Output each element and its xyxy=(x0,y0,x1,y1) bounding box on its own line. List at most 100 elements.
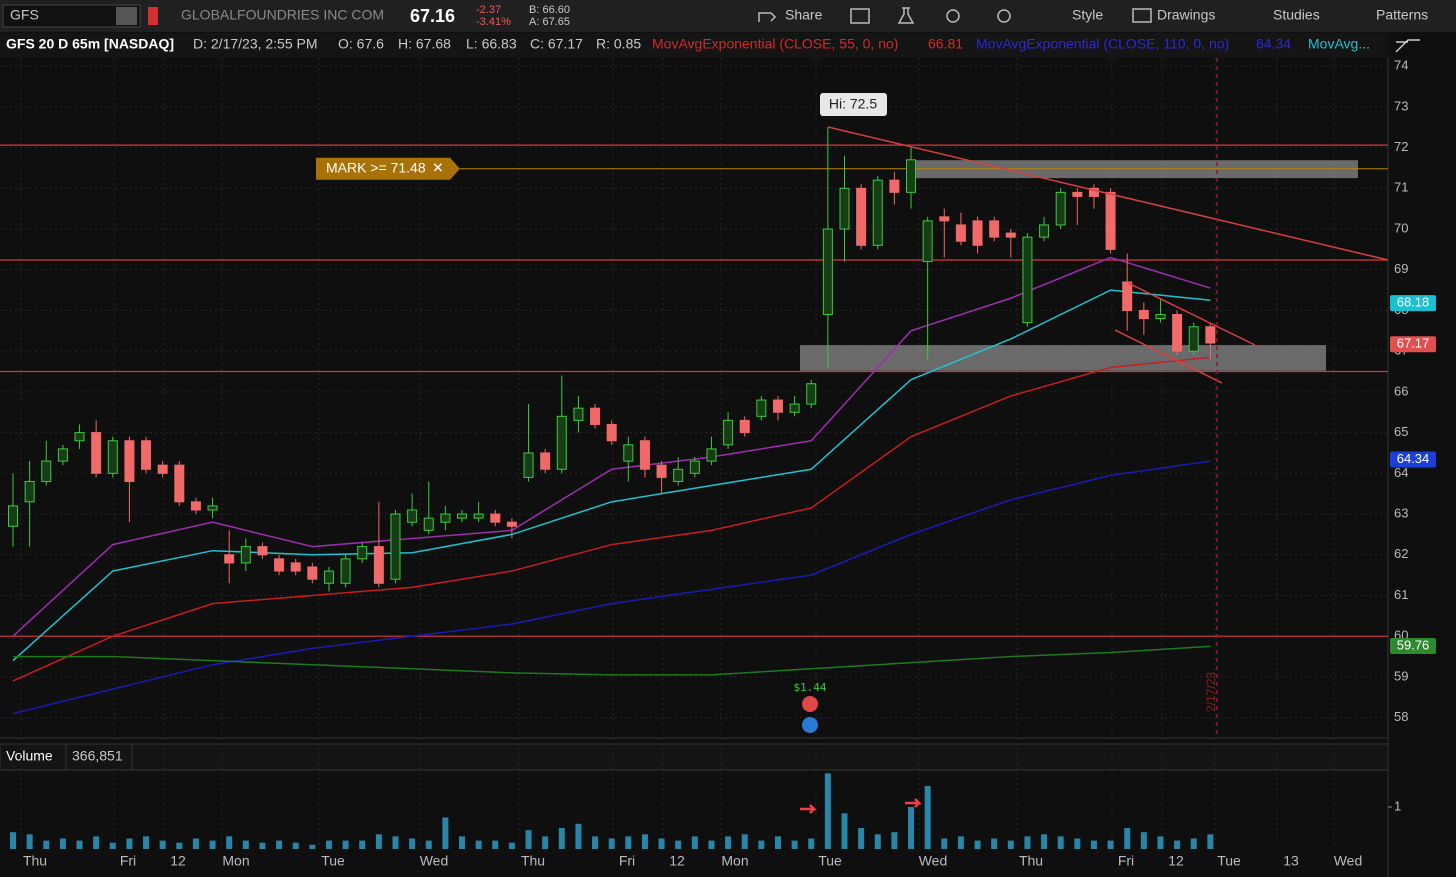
volume-header xyxy=(0,743,1389,771)
moving-average xyxy=(12,289,1211,662)
volume-bar xyxy=(575,823,582,849)
volume-bar xyxy=(924,785,931,849)
candle-body xyxy=(839,187,850,230)
candle-body xyxy=(1122,281,1133,311)
icon[interactable] xyxy=(850,8,870,24)
volume-bar xyxy=(176,842,183,849)
volume-bar xyxy=(492,840,499,849)
x-tick-label: Tue xyxy=(1217,853,1241,869)
candle-body xyxy=(41,460,52,482)
y-tick-label: 66 xyxy=(1394,383,1408,398)
arrow xyxy=(905,798,923,808)
icon[interactable] xyxy=(1132,8,1152,23)
volume-bar xyxy=(608,838,615,849)
candle-body xyxy=(955,224,966,242)
candle-body xyxy=(756,399,767,417)
volume-bar xyxy=(459,836,466,849)
candle-body xyxy=(224,554,235,564)
share-icon[interactable] xyxy=(758,12,777,22)
high-callout xyxy=(820,93,887,116)
candle-body xyxy=(889,179,900,193)
candle-body xyxy=(257,546,268,556)
mark-label: MARK >= 71.48 xyxy=(326,159,426,175)
icon[interactable] xyxy=(997,9,1011,23)
volume-bar xyxy=(276,840,283,849)
x-tick-label: 13 xyxy=(1283,853,1299,869)
study-label: MovAvgExponential (CLOSE, 55, 0, no) xyxy=(652,36,898,52)
mark-close: ✕ xyxy=(432,159,444,175)
candle-body xyxy=(590,407,601,425)
toolbar-button[interactable]: Studies xyxy=(1273,7,1320,23)
symbol-input[interactable] xyxy=(2,4,141,28)
candle-body xyxy=(74,432,85,442)
volume-bar xyxy=(1157,836,1164,849)
y-tick-label: 74 xyxy=(1394,58,1408,73)
candle-body xyxy=(423,517,434,531)
price-tag xyxy=(1390,295,1436,312)
price-tag-label: 68.18 xyxy=(1397,295,1430,310)
candle-body xyxy=(373,546,384,584)
toolbar-button[interactable]: Drawings xyxy=(1157,7,1215,23)
price-tag xyxy=(1390,637,1436,654)
candle-body xyxy=(789,403,800,413)
symbol-dropdown[interactable] xyxy=(116,7,137,25)
toolbar-button[interactable]: Share xyxy=(785,7,823,23)
volume-bar xyxy=(1174,840,1181,849)
price-tag xyxy=(1390,451,1436,468)
candle-body xyxy=(706,448,717,462)
candle-body xyxy=(1205,326,1216,344)
volume-total: 366,851 xyxy=(72,748,123,764)
x-tick-label: 12 xyxy=(170,853,186,869)
earnings-icon[interactable] xyxy=(802,696,818,712)
volume-bar xyxy=(1107,840,1114,849)
volume-bar xyxy=(375,834,382,849)
candle-body xyxy=(656,464,667,478)
candle-body xyxy=(1088,187,1099,197)
link-flag[interactable] xyxy=(148,7,158,25)
ask: A: 67.65 xyxy=(529,16,570,28)
candle-body xyxy=(490,513,501,523)
dividend-label: $1.44 xyxy=(793,681,826,694)
volume-bar xyxy=(242,840,249,849)
toolbar-button[interactable]: Style xyxy=(1072,7,1103,23)
candle-body xyxy=(639,440,650,470)
y-tick-label: 62 xyxy=(1394,546,1408,561)
candle-body xyxy=(906,159,917,193)
icon[interactable] xyxy=(897,7,915,24)
y-tick-label: 63 xyxy=(1394,505,1408,520)
arrow xyxy=(800,804,818,814)
x-tick-label: Wed xyxy=(420,853,449,869)
candle-body xyxy=(457,513,468,519)
y-tick-label: 72 xyxy=(1394,139,1408,154)
volume-bar xyxy=(808,838,815,849)
info-icon[interactable] xyxy=(802,717,818,733)
symbol[interactable]: GFS xyxy=(10,7,39,23)
volume-bar xyxy=(159,840,166,849)
volume-bar xyxy=(1090,840,1097,849)
style-icon[interactable] xyxy=(1395,39,1420,53)
candle-body xyxy=(157,464,168,474)
icon[interactable] xyxy=(946,9,960,23)
candle-body xyxy=(24,480,35,503)
toolbar-button[interactable]: Patterns xyxy=(1376,7,1428,23)
candle-body xyxy=(107,440,118,474)
info-high: H: 67.68 xyxy=(398,36,451,52)
company: GLOBALFOUNDRIES INC COM xyxy=(181,7,384,23)
volume-bar xyxy=(1041,834,1048,849)
volume-bar xyxy=(1007,840,1014,849)
volume-bar xyxy=(109,842,116,849)
volume-bar xyxy=(841,813,848,849)
trend-lines xyxy=(827,58,1389,738)
candle-body xyxy=(739,419,750,434)
x-tick-label: Wed xyxy=(1334,853,1363,869)
zone xyxy=(800,345,1326,371)
moving-average xyxy=(12,460,1211,715)
x-tick-label: Fri xyxy=(1118,853,1134,869)
plot: 5859606162636465666768697071727374ThuFri… xyxy=(0,58,1436,869)
volume-bar xyxy=(209,840,216,849)
volume-bar xyxy=(708,840,715,849)
y-tick-label: 58 xyxy=(1394,709,1408,724)
candle-body xyxy=(1155,314,1166,320)
volume-bar xyxy=(974,840,981,849)
candle-body xyxy=(772,399,783,413)
